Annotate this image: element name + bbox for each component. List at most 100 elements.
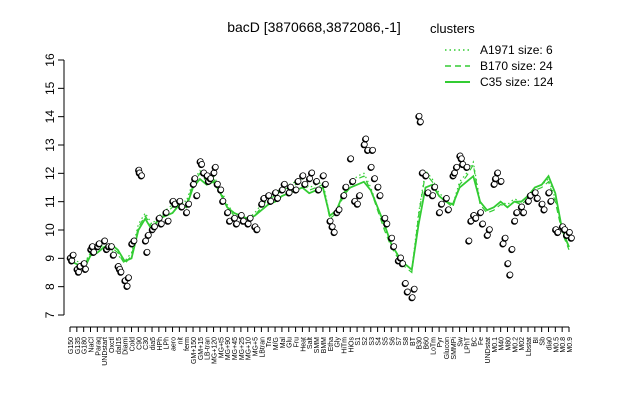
x-tick-label: S1 (355, 337, 362, 346)
x-tick-label: G180 (82, 337, 89, 354)
data-point (151, 223, 158, 230)
data-point (108, 243, 115, 250)
data-point (82, 265, 89, 273)
x-tick-label: HPh (157, 337, 164, 351)
data-point (534, 195, 541, 202)
x-tick-label: MG+45 (232, 337, 239, 360)
data-point (240, 217, 247, 225)
x-tick-label: LBtran (259, 337, 266, 358)
data-point (138, 172, 145, 179)
data-point (422, 172, 430, 179)
data-point (178, 203, 186, 210)
x-tick-label: Pyr (437, 336, 444, 347)
data-point (301, 180, 309, 188)
data-point (390, 243, 398, 250)
y-tick-label: 11 (43, 195, 57, 208)
x-tick-label: M0.1 (492, 337, 499, 353)
x-tick-label: MG+t5 (218, 337, 225, 358)
data-point (327, 217, 334, 225)
x-tick-label: B60 (423, 337, 430, 350)
data-point (165, 217, 172, 225)
x-tick-label: LPh (164, 337, 171, 350)
x-tick-label: C90 (136, 337, 143, 350)
x-tick-label: BMM (321, 337, 328, 354)
x-tick-label: Etha (328, 337, 335, 352)
y-tick-label: 15 (43, 81, 57, 95)
y-tick-label: 9 (43, 255, 57, 262)
x-tick-label: ferm (184, 337, 191, 351)
data-point (124, 282, 131, 290)
series-line-dotted (69, 160, 570, 271)
x-tick-label: UNDstat (485, 337, 492, 364)
x-tick-label: M0.8 (560, 337, 567, 353)
data-point (267, 197, 275, 205)
x-tick-label: Cold (130, 337, 137, 352)
data-point (486, 226, 493, 233)
data-point (308, 169, 316, 176)
x-tick-label: M0.5 (553, 337, 560, 353)
y-axis: 7 8 9 10 11 12 13 14 15 16 (43, 53, 65, 318)
data-point (445, 206, 452, 213)
data-point (176, 197, 184, 205)
data-point (233, 220, 240, 227)
data-point (404, 288, 411, 295)
x-tick-label: Diami (123, 337, 130, 355)
data-point (429, 192, 437, 199)
y-tick-label: 7 (43, 311, 57, 318)
data-point (371, 175, 378, 182)
data-point (561, 226, 569, 233)
x-tick-label: Glu (287, 337, 294, 348)
y-tick-label: 14 (43, 110, 57, 124)
y-tick-label: 8 (43, 283, 57, 290)
data-point (287, 183, 294, 191)
data-point (231, 214, 238, 222)
x-tick-label: S2 (362, 337, 369, 346)
data-point (465, 237, 473, 244)
data-point (381, 214, 389, 222)
x-tick-label: S7 (396, 337, 403, 346)
x-tick-label: MG+90 (225, 337, 232, 360)
series-line-dashed (69, 163, 570, 274)
data-point (299, 172, 307, 179)
x-tick-label: Mal (280, 337, 287, 349)
data-point (438, 200, 445, 208)
data-point (331, 229, 338, 236)
x-tick-label: BI (533, 337, 540, 344)
data-point (214, 180, 221, 188)
data-point (397, 254, 404, 261)
data-point (566, 229, 573, 236)
data-point (336, 206, 343, 213)
data-point (219, 197, 227, 205)
x-tick-label: C30 (143, 337, 150, 350)
data-point (292, 186, 300, 193)
x-tick-label: HiOs (348, 337, 355, 353)
x-tick-label: Fru (294, 337, 301, 348)
data-point (518, 203, 525, 210)
data-point (81, 260, 88, 267)
data-point (375, 183, 382, 191)
data-point (383, 220, 391, 227)
data-point (274, 195, 281, 202)
data-point (541, 206, 548, 213)
x-tick-label: Fe (478, 337, 485, 345)
x-tick-label: GM+15 (198, 337, 205, 360)
data-point (125, 274, 132, 281)
data-point (568, 234, 575, 242)
legend-title: clusters (430, 21, 475, 36)
data-point (513, 209, 521, 216)
x-tick-label: SMM (314, 337, 321, 354)
data-point (254, 226, 261, 233)
data-point (247, 214, 254, 222)
data-point (313, 178, 320, 185)
data-point (362, 135, 370, 142)
x-axis: G150 G135 G180 NaCl Paraq UNDstart Oxctl dal15 D… (68, 326, 574, 366)
data-point (416, 112, 423, 120)
legend-label: C35 size: 124 (480, 75, 554, 89)
data-point (329, 223, 336, 230)
data-point (295, 178, 302, 185)
data-point (145, 231, 152, 239)
x-tick-label: LoTm (430, 337, 437, 355)
x-tick-label: M80 (505, 337, 512, 351)
data-point (511, 217, 519, 225)
x-tick-label: BT (410, 336, 417, 346)
